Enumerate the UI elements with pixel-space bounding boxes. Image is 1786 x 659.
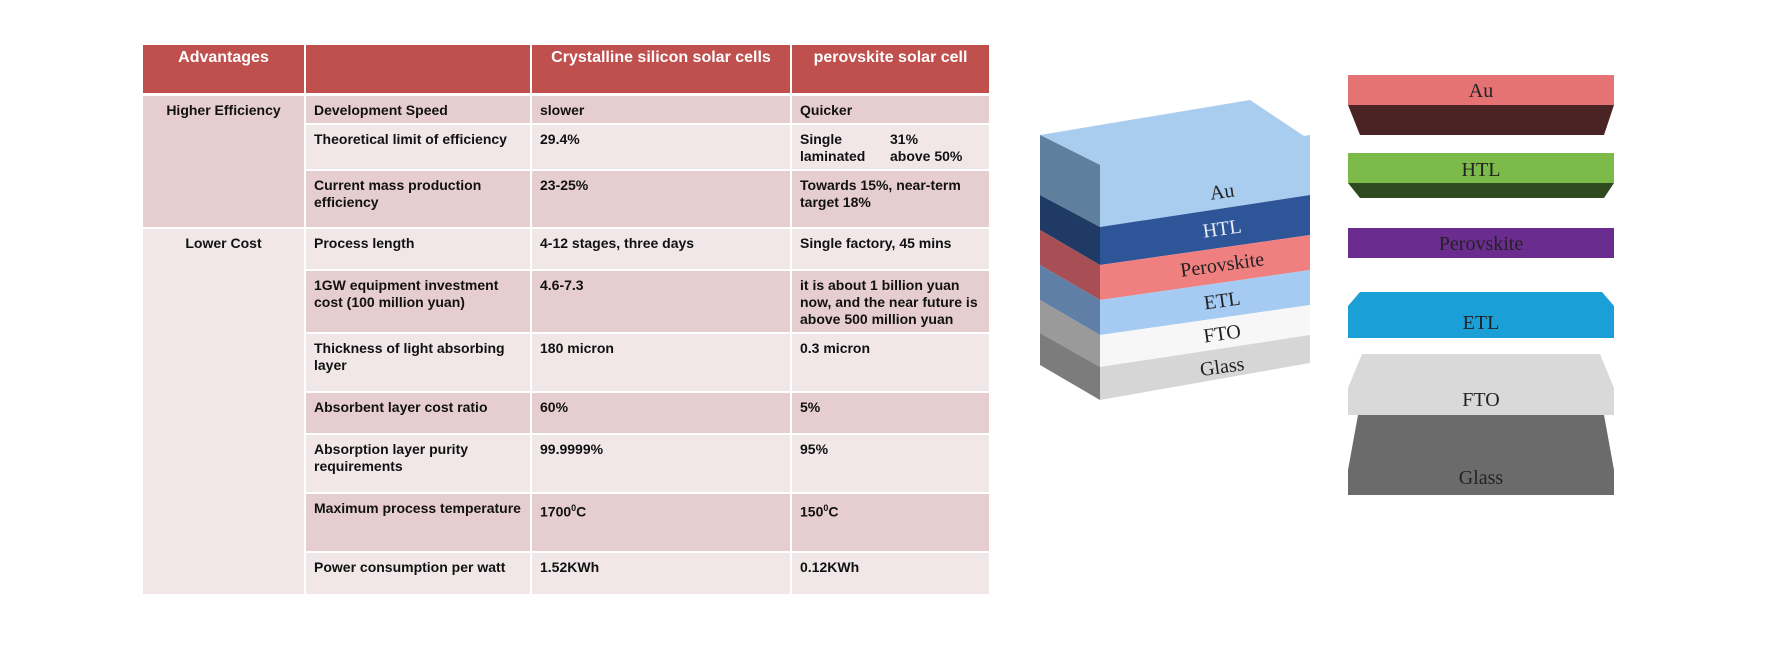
stack-etl-layer: [1100, 270, 1310, 335]
stack-label-etl: ETL: [1202, 288, 1241, 315]
exploded-fto: [1348, 354, 1614, 415]
stacked-cell-diagram: Au HTL Perovskite ETL FTO Glass: [1040, 100, 1310, 400]
header-perovskite: perovskite solar cell: [791, 45, 989, 96]
efficiency-type: Single: [800, 131, 843, 147]
item-cell: Absorption layer purity requirements: [305, 433, 532, 493]
item-cell: Development Speed: [305, 93, 532, 124]
table-row: Absorption layer purity requirements 99.…: [143, 433, 989, 493]
efficiency-type: laminated: [800, 148, 866, 164]
table-row: Power consumption per watt 1.52KWh 0.12K…: [143, 551, 989, 594]
silicon-cell: 180 micron: [531, 332, 792, 392]
silicon-cell: 23-25%: [531, 169, 792, 228]
silicon-cell: 99.9999%: [531, 433, 792, 493]
temp-unit: C: [576, 503, 587, 520]
table-row: Maximum process temperature 17000C 1500C: [143, 492, 989, 552]
exploded-label-au: Au: [1469, 80, 1493, 102]
exploded-label-etl: ETL: [1463, 312, 1500, 334]
perovskite-cell: 5%: [791, 391, 989, 434]
exploded-perovskite: [1348, 228, 1614, 258]
header-advantages: Advantages: [143, 45, 306, 96]
table-row: Current mass production efficiency 23-25…: [143, 169, 989, 228]
perovskite-cell: Quicker: [791, 93, 989, 124]
stack-top-face: [1040, 100, 1310, 185]
perovskite-cell: Single laminated 31% above 50%: [791, 123, 989, 170]
exploded-label-perovskite: Perovskite: [1439, 233, 1524, 255]
stack-side-au: [1040, 135, 1100, 227]
stack-side-fto: [1040, 300, 1100, 367]
stack-fto-layer: [1100, 305, 1310, 367]
temp-degree: 0: [571, 503, 577, 513]
item-cell: Current mass production efficiency: [305, 169, 532, 228]
stack-glass-layer: [1100, 335, 1310, 400]
temp-degree: 0: [823, 503, 829, 513]
item-cell: Power consumption per watt: [305, 551, 532, 594]
header-silicon: Crystalline silicon solar cells: [531, 45, 792, 96]
exploded-htl-top: [1348, 153, 1614, 183]
silicon-cell: 4.6-7.3: [531, 269, 792, 333]
stack-label-htl: HTL: [1201, 215, 1243, 242]
item-cell: Theoretical limit of efficiency: [305, 123, 532, 170]
exploded-layer-diagram: Au HTL Perovskite ETL FTO Glass: [1348, 75, 1614, 495]
exploded-label-fto: FTO: [1462, 389, 1499, 411]
header-blank: [305, 45, 532, 96]
silicon-cell: 60%: [531, 391, 792, 434]
table-row: Higher Efficiency Development Speed slow…: [143, 93, 989, 228]
stack-side-glass: [1040, 333, 1100, 400]
exploded-au-top: [1348, 75, 1614, 105]
table-row: 1GW equipment investment cost (100 milli…: [143, 269, 989, 333]
table-row: Theoretical limit of efficiency 29.4% Si…: [143, 123, 989, 170]
temp-value: 1700: [540, 503, 572, 520]
stack-side-htl: [1040, 195, 1100, 265]
perovskite-cell: 0.3 micron: [791, 332, 989, 392]
item-cell: Thickness of light absorbing layer: [305, 332, 532, 392]
stack-label-au: Au: [1209, 179, 1236, 204]
silicon-cell: 29.4%: [531, 123, 792, 170]
table-row: Lower Cost Process length 4-12 stages, t…: [143, 227, 989, 594]
table-row: Absorbent layer cost ratio 60% 5%: [143, 391, 989, 434]
perovskite-cell: 0.12KWh: [791, 551, 989, 594]
exploded-glass: [1348, 415, 1614, 495]
silicon-cell: 17000C: [531, 492, 792, 552]
item-cell: 1GW equipment investment cost (100 milli…: [305, 269, 532, 333]
table-header-row: Advantages Crystalline silicon solar cel…: [143, 45, 989, 96]
efficiency-value: 31%: [890, 131, 919, 147]
exploded-etl: [1348, 292, 1614, 338]
stack-perovskite-layer: [1100, 235, 1310, 300]
comparison-table: Advantages Crystalline silicon solar cel…: [143, 45, 989, 594]
perovskite-cell: 1500C: [791, 492, 989, 552]
efficiency-value: above 50%: [890, 148, 963, 164]
item-cell: Process length: [305, 227, 532, 270]
exploded-htl-bottom: [1348, 183, 1614, 198]
silicon-cell: 4-12 stages, three days: [531, 227, 792, 270]
stack-au-layer: [1100, 135, 1310, 227]
stack-label-fto: FTO: [1202, 321, 1242, 348]
perovskite-cell: 95%: [791, 433, 989, 493]
temp-unit: C: [828, 503, 839, 520]
perovskite-cell: Towards 15%, near-term target 18%: [791, 169, 989, 228]
category-cell: Higher Efficiency: [143, 93, 306, 228]
item-cell: Maximum process temperature: [305, 492, 532, 552]
stack-side-etl: [1040, 265, 1100, 335]
perovskite-cell: Single factory, 45 mins: [791, 227, 989, 270]
exploded-label-htl: HTL: [1462, 159, 1501, 181]
category-cell: Lower Cost: [143, 227, 306, 594]
stack-htl-layer: [1100, 195, 1310, 265]
item-cell: Absorbent layer cost ratio: [305, 391, 532, 434]
stack-side-perovskite: [1040, 230, 1100, 300]
silicon-cell: slower: [531, 93, 792, 124]
perovskite-cell: it is about 1 billion yuan now, and the …: [791, 269, 989, 333]
exploded-label-glass: Glass: [1459, 467, 1504, 489]
temp-value: 150: [800, 503, 824, 520]
exploded-au-bottom: [1348, 105, 1614, 135]
table-row: Thickness of light absorbing layer 180 m…: [143, 332, 989, 392]
silicon-cell: 1.52KWh: [531, 551, 792, 594]
